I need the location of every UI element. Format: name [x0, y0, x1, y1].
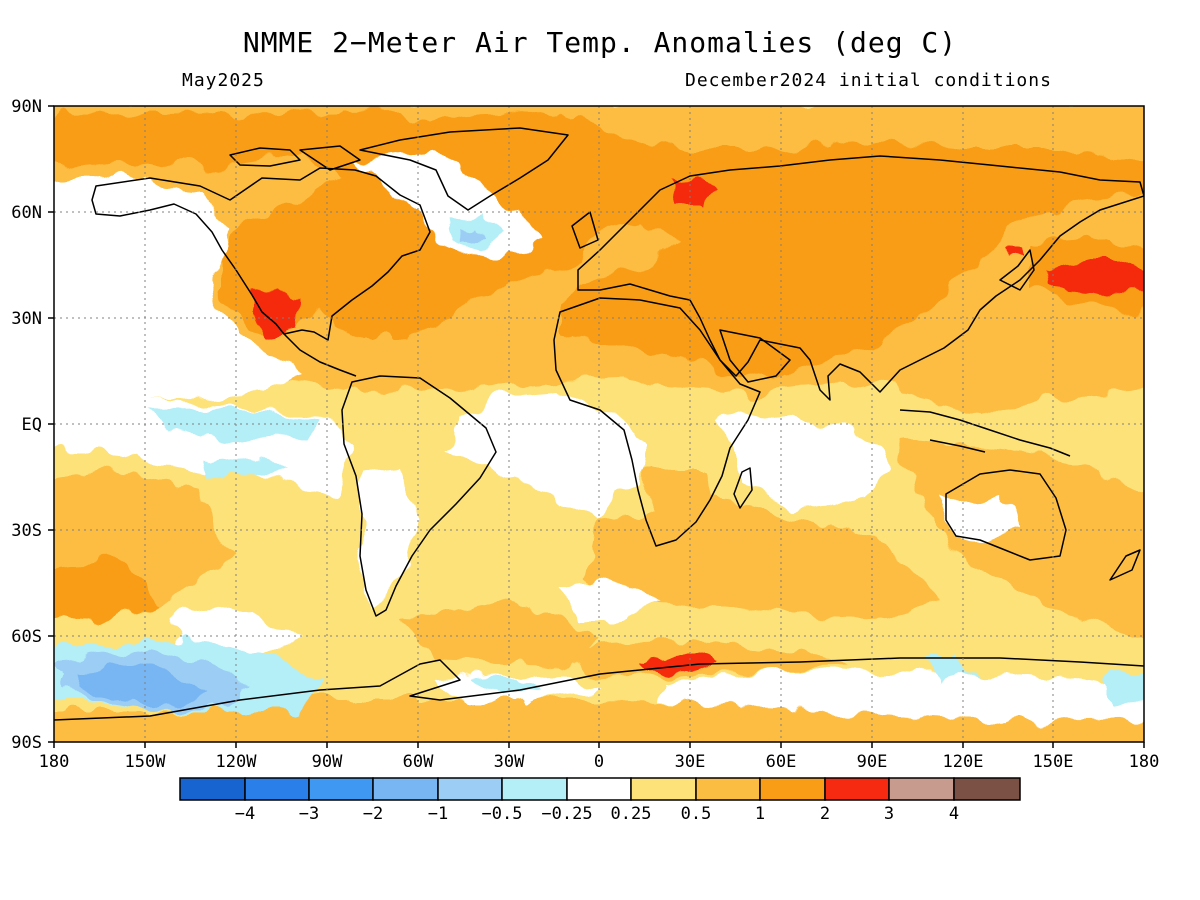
colorbar-box: [437, 777, 503, 801]
colorbar-box: [888, 777, 955, 801]
colorbar-label: 4: [949, 804, 959, 824]
lon-label: 30E: [675, 752, 706, 772]
lon-label: 120E: [943, 752, 984, 772]
lon-label: 150W: [125, 752, 167, 772]
lon-label: 180: [39, 752, 70, 772]
lon-label: 120W: [216, 752, 258, 772]
colorbar-box: [244, 777, 310, 801]
lat-label: 30S: [11, 521, 42, 541]
colorbar-box: [824, 777, 890, 801]
lat-label: 90S: [11, 733, 42, 753]
coastlines: [54, 127, 1144, 721]
lat-label: 60N: [11, 203, 42, 223]
lat-label: 30N: [11, 309, 42, 329]
lon-label: 90W: [312, 752, 343, 772]
colorbar-label: 3: [884, 804, 894, 824]
colorbar-label: −2: [363, 804, 383, 824]
colorbar-label: 0.25: [611, 804, 652, 824]
colorbar-label: 1: [755, 804, 765, 824]
colorbar-box: [630, 777, 697, 801]
colorbar-box: [179, 777, 246, 801]
latitude-labels: 90N 60N 30N EQ 30S 60S 90S: [11, 97, 42, 753]
lat-label: EQ: [22, 415, 42, 435]
colorbar-label: 2: [820, 804, 830, 824]
colorbar-label: −1: [428, 804, 448, 824]
lon-label: 60W: [403, 752, 434, 772]
colorbar: −4 −3 −2 −1 −0.5 −0.25 0.25 0.5 1 2 3 4: [179, 777, 1021, 824]
tick-marks: [48, 105, 1145, 748]
graticule: [54, 106, 1144, 742]
plot-area: [54, 106, 1144, 742]
lon-label: 180: [1129, 752, 1160, 772]
map-title: NMME 2−Meter Air Temp. Anomalies (deg C): [242, 26, 958, 59]
colorbar-box: [759, 777, 826, 801]
colorbar-label: −4: [235, 804, 255, 824]
colorbar-label: −0.5: [482, 804, 523, 824]
lat-label: 60S: [11, 627, 42, 647]
colorbar-box: [953, 777, 1021, 801]
colorbar-label: −3: [299, 804, 319, 824]
colorbar-box: [372, 777, 439, 801]
lat-label: 90N: [11, 97, 42, 117]
lon-label: 30W: [494, 752, 525, 772]
colorbar-label: −0.25: [541, 804, 592, 824]
colorbar-box: [695, 777, 761, 801]
longitude-labels: 180 150W 120W 90W 60W 30W 0 30E 60E 90E …: [39, 752, 1160, 772]
colorbar-label: 0.5: [681, 804, 712, 824]
colorbar-box: [308, 777, 374, 801]
colorbar-box: [501, 777, 568, 801]
initial-conditions: December2024 initial conditions: [685, 70, 1052, 91]
lon-label: 150E: [1033, 752, 1074, 772]
colorbar-box: [566, 777, 632, 801]
lon-label: 0: [594, 752, 604, 772]
lon-label: 60E: [766, 752, 797, 772]
forecast-month: May2025: [182, 70, 265, 91]
lon-label: 90E: [857, 752, 888, 772]
